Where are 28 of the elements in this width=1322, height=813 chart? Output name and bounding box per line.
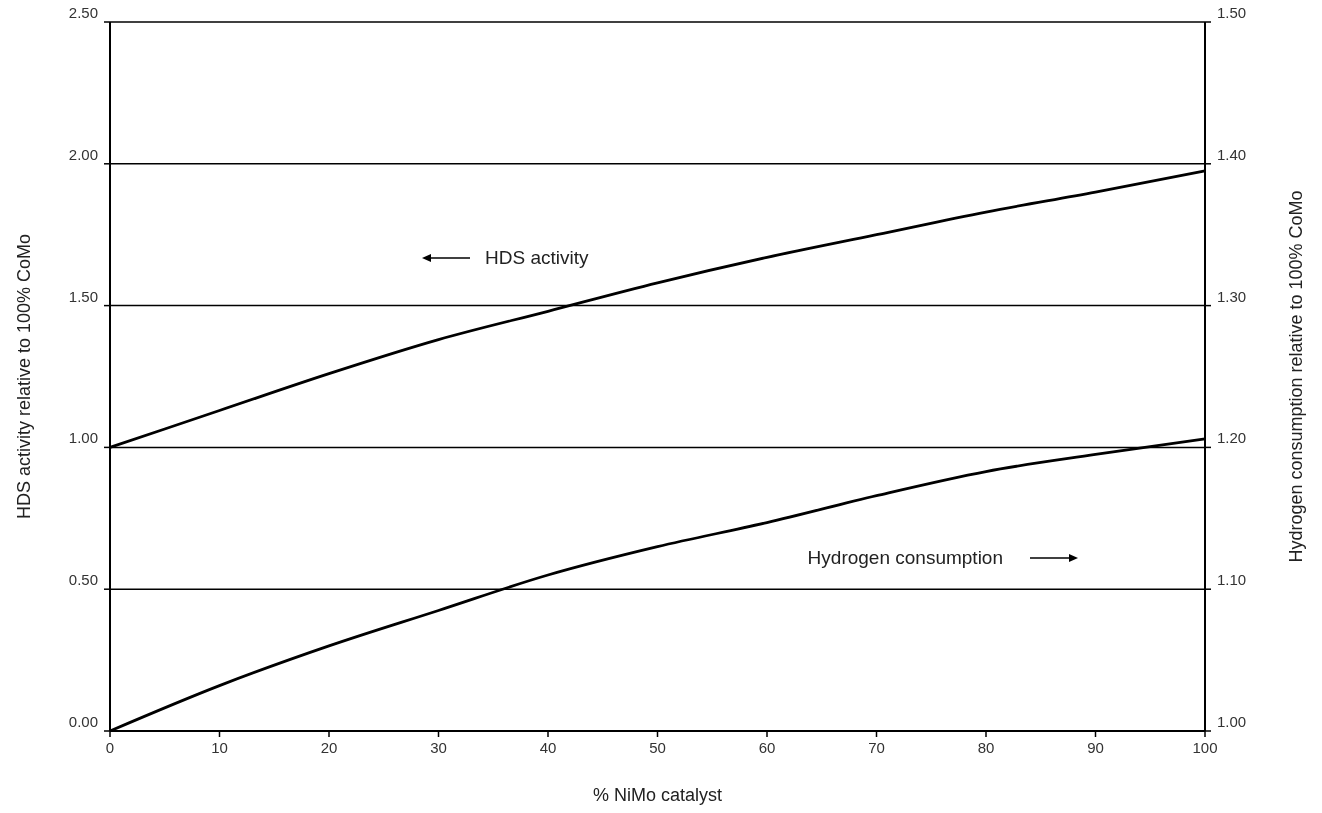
x-tick-label: 100 [1192, 739, 1218, 756]
x-tick-label: 40 [539, 739, 557, 756]
y-axis-title: HDS activity relative to 100% CoMo [14, 233, 34, 520]
y2-tick-label: 1.50 [1217, 4, 1247, 21]
y-tick-label: 0.50 [68, 571, 98, 589]
y2-tick-label: 1.10 [1217, 571, 1247, 589]
x-tick-label: 10 [211, 739, 228, 756]
x-tick-label: 60 [758, 739, 776, 756]
y2-tick-label: 1.30 [1217, 287, 1247, 305]
x-tick-label: 70 [868, 739, 885, 756]
x-tick-label: 90 [1087, 739, 1104, 756]
y-tick-label: 0.00 [68, 713, 98, 730]
y-tick-label: 1.00 [68, 429, 98, 447]
x-tick-label: 0 [105, 739, 115, 756]
y2-tick-label: 1.20 [1217, 429, 1247, 447]
legend-label: HDS activity [485, 247, 589, 268]
y2-axis-title: Hydrogen consumption relative to 100% CoMo [1286, 190, 1306, 563]
y2-tick-label: 1.40 [1217, 145, 1247, 163]
x-axis-title: % NiMo catalyst [592, 785, 723, 805]
x-tick-label: 30 [430, 739, 447, 756]
y-tick-label: 2.00 [68, 145, 98, 163]
y-tick-label: 2.50 [68, 4, 98, 21]
series-label: Hydrogen consumption [807, 547, 1003, 568]
x-tick-label: 80 [977, 739, 995, 756]
y-tick-label: 1.50 [68, 287, 98, 305]
x-tick-label: 50 [649, 739, 666, 756]
x-tick-label: 20 [320, 739, 338, 756]
y2-tick-label: 1.00 [1217, 713, 1247, 730]
